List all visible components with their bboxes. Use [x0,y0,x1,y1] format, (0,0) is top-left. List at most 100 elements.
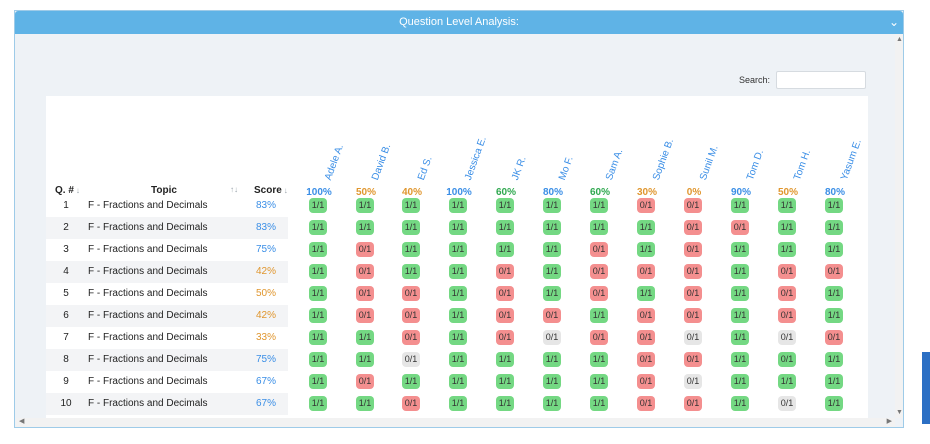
result-badge: 1/1 [449,198,467,213]
table-row[interactable]: 6 F - Fractions and Decimals 42% [46,305,288,327]
question-topic: F - Fractions and Decimals [88,310,208,321]
student-header-name[interactable]: Yasum E. [839,137,864,182]
student-percentage: 50% [355,187,376,198]
result-badge: 1/1 [778,220,796,235]
result-badge: 1/1 [590,198,608,213]
student-header-name[interactable]: Tom D. [745,148,767,182]
question-number: 9 [63,376,69,387]
table-row[interactable]: 9 F - Fractions and Decimals 67% [46,371,288,393]
result-badge: 1/1 [309,220,327,235]
question-number: 8 [63,354,69,365]
table-row[interactable]: 4 F - Fractions and Decimals 42% [46,261,288,283]
result-badge: 0/1 [496,286,514,301]
result-badge: 0/1 [496,264,514,279]
student-header-name[interactable]: Jessica E. [463,135,489,182]
result-badge: 1/1 [449,374,467,389]
result-badge: 1/1 [449,286,467,301]
student-header-name[interactable]: JK R. [510,155,529,182]
question-score: 75% [255,244,276,255]
question-number: 1 [63,200,69,211]
question-number: 6 [63,310,69,321]
result-badge: 0/1 [684,352,702,367]
search-input[interactable] [776,71,866,89]
result-badge: 0/1 [356,264,374,279]
table-row[interactable]: 7 F - Fractions and Decimals 33% [46,327,288,349]
result-badge: 1/1 [402,242,420,257]
question-number: 4 [63,266,69,277]
table-row[interactable]: 8 F - Fractions and Decimals 75% [46,349,288,371]
result-badge: 0/1 [778,352,796,367]
scroll-left-icon[interactable]: ◀ [19,418,25,425]
student-percentage: 60% [589,187,610,198]
result-badge: 0/1 [590,330,608,345]
result-badge: 0/1 [825,264,843,279]
result-badge: 1/1 [496,352,514,367]
result-badge: 1/1 [731,374,749,389]
result-badge: 1/1 [590,396,608,411]
result-badge: 1/1 [825,242,843,257]
question-topic: F - Fractions and Decimals [88,376,208,387]
sort-icon-topic[interactable]: ↑↓ [230,185,238,194]
sort-icon: ↓ [283,186,288,195]
horizontal-scrollbar[interactable]: ◀ ▶ [16,418,895,427]
analysis-table: Q. # ↓ Topic ↑↓ Score ↓ Adele A. 100% David … [46,96,868,421]
table-row[interactable]: 2 F - Fractions and Decimals 83% [46,217,288,239]
question-topic: F - Fractions and Decimals [88,288,208,299]
panel-header[interactable]: Question Level Analysis: ⌄ [15,11,903,34]
student-percentage: 60% [495,187,516,198]
question-topic: F - Fractions and Decimals [88,332,208,343]
chevron-down-icon[interactable]: ⌄ [888,15,899,29]
result-badge: 1/1 [731,330,749,345]
result-badge: 0/1 [778,286,796,301]
result-badge: 1/1 [825,286,843,301]
column-header-topic[interactable]: Topic [151,185,177,196]
result-badge: 0/1 [637,374,655,389]
student-header-name[interactable]: Ed S. [416,155,435,182]
student-percentage: 90% [730,187,751,198]
result-badge: 0/1 [402,308,420,323]
question-topic: F - Fractions and Decimals [88,398,208,409]
result-badge: 0/1 [402,286,420,301]
result-badge: 1/1 [731,396,749,411]
student-header-name[interactable]: Sunil M. [698,144,721,182]
question-number: 5 [63,288,69,299]
result-badge: 1/1 [356,220,374,235]
scroll-right-icon[interactable]: ▶ [886,418,892,425]
result-badge: 1/1 [309,352,327,367]
result-badge: 1/1 [637,286,655,301]
result-badge: 1/1 [778,374,796,389]
question-level-analysis-panel: Question Level Analysis: ⌄ Search: Q. # ↓… [14,10,904,428]
student-header-name[interactable]: David B. [370,142,394,182]
result-badge: 1/1 [449,220,467,235]
table-row[interactable]: 1 F - Fractions and Decimals 83% [46,195,288,217]
student-header-name[interactable]: Tom H. [792,148,814,182]
table-row[interactable]: 5 F - Fractions and Decimals 50% [46,283,288,305]
result-badge: 1/1 [449,308,467,323]
table-row[interactable]: 10 F - Fractions and Decimals 67% [46,393,288,415]
result-badge: 1/1 [449,330,467,345]
scroll-up-icon[interactable]: ▲ [896,36,903,43]
student-header-name[interactable]: Sophie B. [651,137,677,182]
result-badge: 0/1 [356,374,374,389]
result-badge: 1/1 [402,198,420,213]
student-header-name[interactable]: Adele A. [323,142,347,182]
result-badge: 0/1 [402,330,420,345]
column-header-q[interactable]: Q. # ↓ [55,185,80,196]
result-badge: 1/1 [309,396,327,411]
result-badge: 1/1 [309,374,327,389]
vertical-scrollbar[interactable]: ▲ ▼ [895,34,903,418]
result-badge: 0/1 [684,396,702,411]
result-badge: 1/1 [356,396,374,411]
scroll-down-icon[interactable]: ▼ [896,409,903,416]
table-row[interactable]: 3 F - Fractions and Decimals 75% [46,239,288,261]
student-header-name[interactable]: Mo F. [557,155,576,182]
result-badge: 1/1 [356,198,374,213]
column-header-q-label: Q. # [55,185,74,196]
column-header-score[interactable]: Score ↓ [254,185,288,196]
student-header-name[interactable]: Sam A. [604,147,626,182]
search-label: Search: [738,75,770,85]
side-feedback-tab[interactable] [922,352,930,424]
result-badge: 1/1 [543,352,561,367]
question-score: 42% [255,266,276,277]
result-badge: 1/1 [590,352,608,367]
